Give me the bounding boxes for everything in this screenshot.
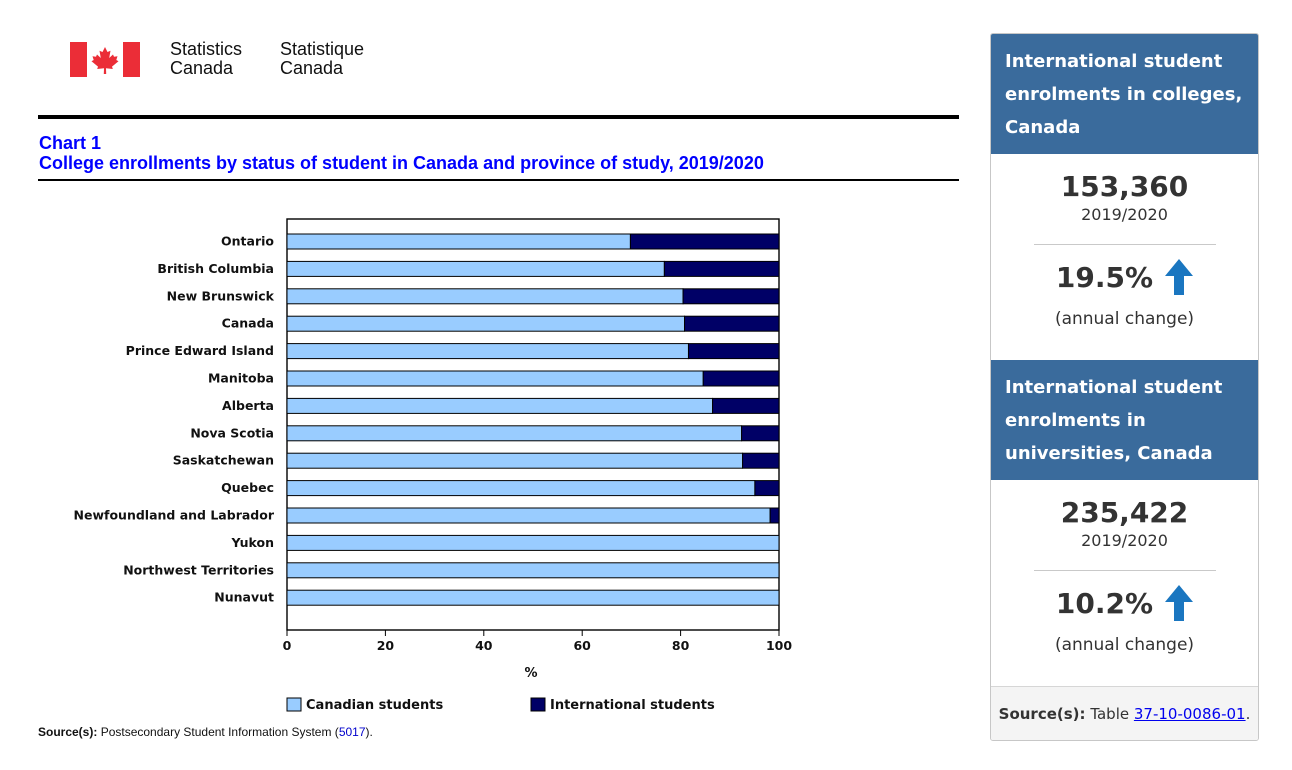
bar-international-students-canada (684, 315, 780, 332)
panel-source-text: Table (1090, 705, 1130, 723)
chart-source-text: Postsecondary Student Information System… (100, 725, 339, 739)
x-tick-label-0: 0 (283, 638, 292, 653)
category-label-prince-edward-island: Prince Edward Island (126, 343, 274, 358)
legend-swatch-international-students (530, 697, 546, 712)
title-divider (38, 179, 959, 181)
legend-swatch-canadian-students (286, 697, 302, 712)
bar-canadian-students-yukon (286, 534, 780, 551)
legend-label-canadian-students: Canadian students (306, 698, 443, 713)
header-divider (38, 115, 959, 119)
university-card-value: 235,422 (1060, 496, 1189, 529)
category-label-new-brunswick: New Brunswick (167, 288, 275, 303)
x-tick-label-100: 100 (766, 638, 792, 653)
bar-canadian-students-alberta (286, 397, 714, 414)
bar-international-students-saskatchewan (742, 452, 780, 469)
university-card: International student enrolments in univ… (991, 360, 1258, 655)
college-card-heading: International student enrolments in coll… (991, 34, 1258, 154)
chart-source-label: Source(s): (38, 725, 98, 739)
chart-source: Source(s): Postsecondary Student Informa… (38, 725, 373, 739)
university-card-change-note: (annual change) (1054, 635, 1195, 655)
category-label-yukon: Yukon (230, 535, 274, 550)
bar-international-students-prince-edward-island (687, 343, 780, 360)
panel-source-link[interactable]: 37-10-0086-01 (1133, 705, 1246, 723)
bar-canadian-students-quebec (286, 480, 756, 497)
bar-canadian-students-newfoundland-and-labrador (286, 507, 771, 524)
chart-source-end: ). (365, 725, 373, 739)
bar-canadian-students-canada (286, 315, 686, 332)
bar-international-students-alberta (712, 397, 780, 414)
bar-international-students-nova-scotia (741, 425, 780, 442)
university-card-heading: International student enrolments in univ… (991, 360, 1258, 480)
bar-international-students-newfoundland-and-labrador (769, 507, 780, 524)
panel-source-end: . (1245, 705, 1251, 723)
category-label-nunavut: Nunavut (214, 590, 274, 605)
x-tick-label-80: 80 (672, 638, 690, 653)
canada-flag-icon (70, 42, 140, 77)
enrollment-bar-chart: Ontario British Columbia New Brunswick Cana… (74, 218, 792, 713)
category-label-northwest-territories: Northwest Territories (123, 562, 274, 577)
category-label-canada: Canada (222, 316, 274, 331)
category-label-ontario: Ontario (221, 234, 274, 249)
up-arrow-icon (1165, 259, 1194, 295)
college-card-change-note: (annual change) (1054, 309, 1195, 329)
bar-international-students-ontario (629, 233, 780, 250)
bar-canadian-students-nova-scotia (286, 425, 743, 442)
category-label-manitoba: Manitoba (208, 371, 274, 386)
legend-label-international-students: International students (550, 698, 715, 713)
college-card-year: 2019/2020 (1081, 205, 1168, 224)
bar-canadian-students-nunavut (286, 589, 780, 606)
college-card-change: 19.5% (1055, 260, 1154, 294)
university-card-change: 10.2% (1055, 586, 1154, 620)
chart-number: Chart 1 (39, 133, 102, 153)
bar-canadian-students-northwest-territories (286, 562, 780, 579)
bar-canadian-students-manitoba (286, 370, 704, 387)
university-card-divider (1033, 570, 1216, 571)
up-arrow-icon (1165, 585, 1194, 621)
bar-canadian-students-saskatchewan (286, 452, 744, 469)
panel-source-label: Source(s): (998, 705, 1086, 723)
category-label-british-columbia: British Columbia (157, 261, 274, 276)
bar-international-students-british-columbia (663, 260, 780, 277)
category-label-nova-scotia: Nova Scotia (190, 425, 274, 440)
chart-source-link[interactable]: 5017 (338, 725, 366, 739)
plot-frame (286, 218, 780, 631)
x-tick-label-40: 40 (475, 638, 493, 653)
panel-source: Source(s): Table 37-10-0086-01. (991, 686, 1258, 740)
brand-name-english: Statistics Canada (170, 39, 243, 78)
bar-canadian-students-new-brunswick (286, 288, 684, 305)
category-label-saskatchewan: Saskatchewan (173, 453, 274, 468)
bar-international-students-quebec (754, 480, 780, 497)
university-card-year: 2019/2020 (1081, 531, 1168, 550)
category-label-alberta: Alberta (222, 398, 274, 413)
college-card: International student enrolments in coll… (991, 34, 1258, 329)
bar-canadian-students-ontario (286, 233, 631, 250)
x-axis-label: % (524, 666, 537, 681)
bar-international-students-manitoba (702, 370, 780, 387)
bar-canadian-students-prince-edward-island (286, 343, 689, 360)
bar-canadian-students-british-columbia (286, 260, 665, 277)
bar-international-students-new-brunswick (682, 288, 780, 305)
category-label-newfoundland-and-labrador: Newfoundland and Labrador (74, 508, 275, 523)
brand-name-french: Statistique Canada (280, 39, 365, 78)
x-tick-label-20: 20 (377, 638, 395, 653)
key-indicators-panel: International student enrolments in coll… (990, 33, 1259, 741)
college-card-divider (1033, 244, 1216, 245)
category-label-quebec: Quebec (221, 480, 274, 495)
chart-title: College enrollments by status of student… (39, 153, 764, 173)
x-tick-label-60: 60 (573, 638, 591, 653)
college-card-value: 153,360 (1060, 170, 1189, 203)
